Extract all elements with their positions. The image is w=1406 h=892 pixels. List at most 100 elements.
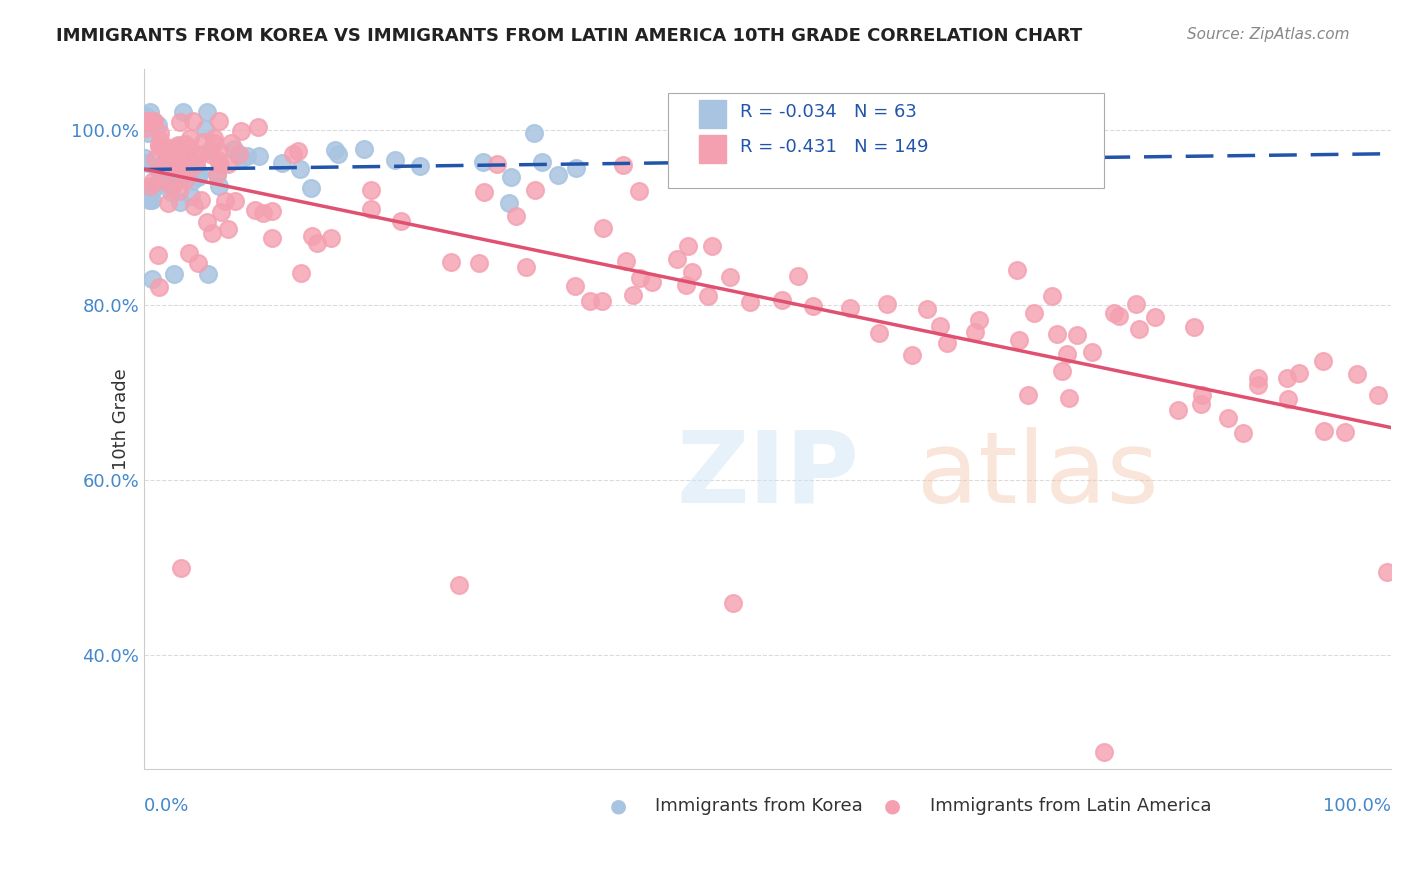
Point	[389, 214, 412, 228]
Point	[194, 122, 217, 136]
Point	[142, 114, 165, 128]
Point	[547, 168, 569, 182]
Point	[676, 239, 699, 253]
Point	[472, 186, 495, 200]
Point	[149, 133, 172, 147]
Point	[163, 161, 186, 175]
Point	[170, 151, 193, 165]
Point	[1046, 326, 1069, 341]
Point	[627, 185, 650, 199]
Point	[152, 142, 174, 156]
Point	[523, 126, 546, 140]
Point	[219, 136, 242, 150]
Point	[501, 169, 523, 184]
Point	[963, 325, 986, 339]
Point	[471, 155, 494, 169]
Point	[208, 145, 231, 159]
Point	[900, 348, 922, 362]
Point	[564, 161, 586, 176]
Text: Immigrants from Latin America: Immigrants from Latin America	[929, 797, 1211, 815]
Point	[172, 105, 194, 120]
Point	[207, 167, 229, 181]
Point	[160, 180, 183, 194]
Point	[299, 181, 322, 195]
Point	[209, 204, 232, 219]
Point	[868, 326, 890, 341]
Point	[1288, 366, 1310, 380]
Text: Source: ZipAtlas.com: Source: ZipAtlas.com	[1187, 27, 1350, 42]
Point	[935, 335, 957, 350]
Point	[200, 147, 222, 161]
Point	[247, 149, 270, 163]
Point	[621, 287, 644, 301]
Text: R = -0.034   N = 63: R = -0.034 N = 63	[740, 103, 917, 121]
Point	[288, 161, 311, 176]
Point	[1024, 306, 1046, 320]
Point	[138, 193, 160, 207]
Point	[195, 215, 218, 229]
Point	[1367, 388, 1389, 402]
Point	[187, 148, 209, 162]
Point	[157, 145, 180, 160]
Point	[1143, 310, 1166, 324]
Point	[226, 148, 249, 162]
Point	[169, 161, 191, 176]
Point	[260, 231, 283, 245]
Point	[449, 578, 471, 592]
Point	[697, 289, 720, 303]
Point	[612, 158, 634, 172]
Point	[1277, 392, 1299, 406]
Point	[186, 147, 208, 161]
Point	[177, 165, 200, 179]
Point	[1128, 322, 1150, 336]
Point	[166, 152, 188, 166]
Text: 0.0%: 0.0%	[143, 797, 190, 815]
Point	[150, 161, 173, 176]
Point	[148, 119, 170, 133]
Point	[1005, 262, 1028, 277]
Point	[564, 279, 586, 293]
Point	[155, 145, 177, 159]
Point	[134, 152, 156, 166]
Point	[929, 318, 952, 333]
Point	[139, 105, 162, 120]
Point	[134, 114, 156, 128]
Point	[176, 140, 198, 154]
Point	[1189, 397, 1212, 411]
Text: atlas: atlas	[917, 426, 1159, 524]
Point	[321, 231, 343, 245]
Point	[139, 185, 162, 199]
Point	[136, 114, 159, 128]
Point	[167, 138, 190, 153]
Point	[142, 114, 165, 128]
Point	[146, 161, 169, 175]
Point	[967, 313, 990, 327]
Point	[290, 266, 312, 280]
Point	[183, 199, 205, 213]
Point	[198, 143, 221, 157]
Point	[177, 246, 200, 260]
Point	[1059, 391, 1081, 405]
Point	[1167, 403, 1189, 417]
Point	[135, 114, 157, 128]
Point	[360, 183, 382, 197]
Point	[163, 268, 186, 282]
Point	[162, 176, 184, 190]
Point	[360, 202, 382, 217]
Point	[136, 156, 159, 170]
Point	[208, 179, 231, 194]
Point	[190, 194, 212, 208]
Point	[141, 272, 163, 286]
Point	[530, 155, 553, 169]
Point	[195, 105, 218, 120]
Point	[498, 195, 520, 210]
Point	[1040, 288, 1063, 302]
Point	[173, 137, 195, 152]
Point	[1066, 327, 1088, 342]
Point	[148, 138, 170, 153]
Text: Immigrants from Korea: Immigrants from Korea	[655, 797, 863, 815]
Point	[174, 173, 197, 187]
Point	[283, 147, 305, 161]
Point	[681, 265, 703, 279]
Point	[301, 229, 323, 244]
